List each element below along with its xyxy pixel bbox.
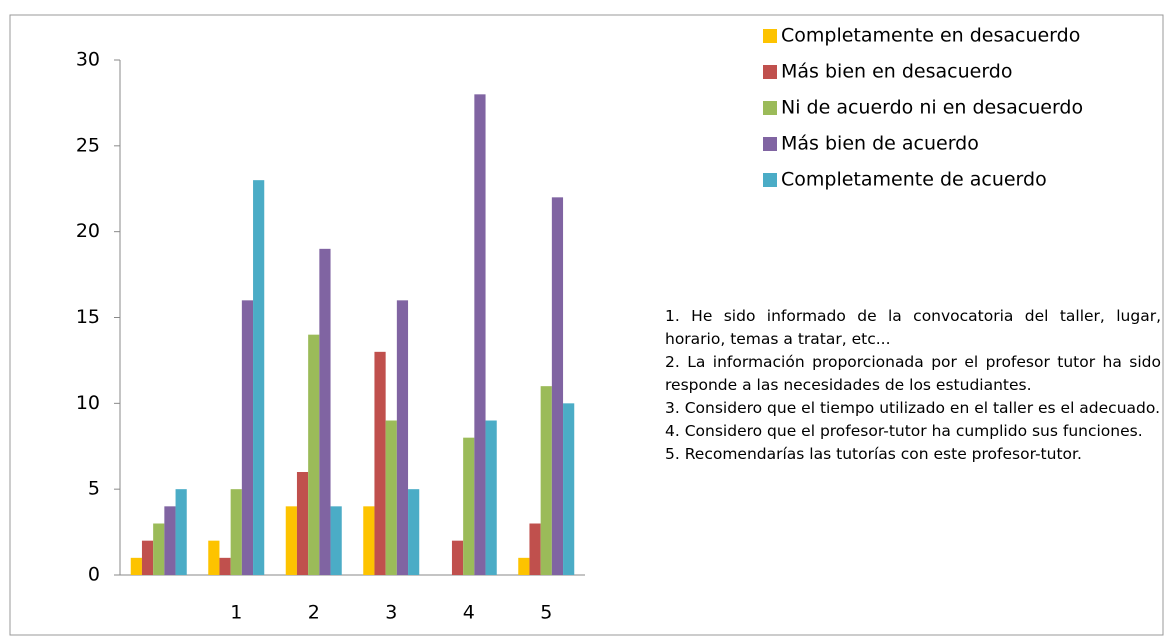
legend-label: Ni de acuerdo ni en desacuerdo [781, 97, 1083, 119]
bar [385, 420, 397, 575]
bar [485, 420, 497, 575]
x-tick-label: 5 [540, 602, 552, 624]
bar [175, 489, 187, 575]
bar [253, 180, 265, 575]
note: 1. He sido informado de la convocatoria … [665, 307, 1161, 348]
legend-swatch [763, 173, 777, 187]
x-tick-label: 4 [463, 602, 475, 624]
y-tick-label: 25 [76, 134, 100, 156]
legend-label: Más bien en desacuerdo [781, 61, 1013, 83]
legend-swatch [763, 65, 777, 79]
note: 2. La información proporcionada por el p… [665, 353, 1161, 394]
bar [474, 94, 486, 575]
note: 5. Recomendarías las tutorías con este p… [665, 445, 1082, 463]
bar [374, 351, 386, 575]
bar [363, 506, 375, 575]
y-tick-label: 15 [76, 306, 100, 328]
y-tick-label: 30 [76, 49, 100, 71]
legend-swatch [763, 137, 777, 151]
legend-label: Completamente de acuerdo [781, 169, 1047, 191]
bar [164, 506, 176, 575]
bar [285, 506, 297, 575]
bar [296, 472, 309, 575]
bar [529, 523, 541, 575]
bar [451, 540, 464, 575]
bar [230, 489, 242, 575]
y-tick-label: 5 [88, 478, 100, 500]
bar [463, 437, 475, 575]
y-tick-label: 0 [88, 564, 100, 586]
bar [330, 506, 342, 575]
notes: 1. He sido informado de la convocatoria … [665, 305, 1161, 466]
bar [308, 334, 320, 575]
bar [563, 403, 575, 575]
note: 3. Considero que el tiempo utilizado en … [665, 399, 1160, 417]
x-tick-label: 1 [230, 602, 242, 624]
bar [408, 489, 420, 575]
bar [141, 540, 154, 575]
bar [540, 386, 552, 575]
bar [241, 300, 254, 575]
legend-label: Más bien de acuerdo [781, 133, 979, 155]
y-tick-label: 20 [76, 220, 100, 242]
bar [551, 197, 564, 576]
bar [153, 523, 165, 575]
bar [219, 557, 231, 575]
x-tick-label: 3 [385, 602, 397, 624]
bar [130, 557, 142, 575]
bar [319, 248, 331, 576]
bar [518, 557, 530, 575]
legend-swatch [763, 29, 777, 43]
legend-swatch [763, 101, 777, 115]
frame [9, 14, 1164, 636]
x-tick-label: 2 [308, 602, 320, 624]
bar [208, 540, 220, 575]
bar [396, 300, 409, 575]
note: 4. Considero que el profesor-tutor ha cu… [665, 422, 1143, 440]
y-tick-label: 10 [76, 392, 100, 414]
legend-label: Completamente en desacuerdo [781, 25, 1080, 47]
